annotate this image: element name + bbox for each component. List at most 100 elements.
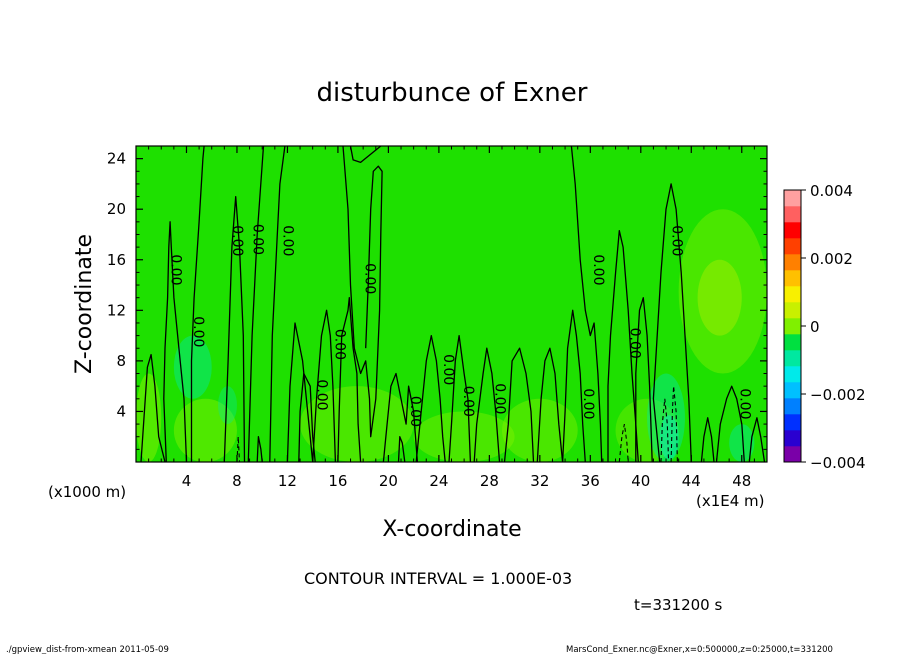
- field-patch: [647, 373, 685, 462]
- colorbar-swatch: [784, 222, 801, 239]
- contour-line: [382, 372, 419, 462]
- contour-line: [635, 297, 653, 462]
- contour-line: [163, 221, 188, 462]
- contour-line-negative: [618, 423, 629, 462]
- colorbar-swatch: [784, 302, 801, 319]
- colorbar-swatch: [784, 254, 801, 271]
- contour-line: [700, 417, 715, 462]
- contour-label: 0.00: [736, 388, 752, 419]
- colorbar-tick-label: 0: [810, 318, 820, 336]
- x-tick-label: 28: [480, 472, 499, 490]
- contour-line: [286, 322, 314, 462]
- contour-label: 0.00: [280, 225, 296, 256]
- contour-label: 0.00: [314, 379, 330, 410]
- contour-line: [223, 195, 246, 462]
- contour-line: [397, 436, 406, 462]
- y-tick-label: 8: [116, 352, 126, 370]
- colorbar-swatch: [784, 350, 801, 367]
- colorbar-swatch: [784, 190, 801, 207]
- plot-background: [136, 146, 767, 462]
- colorbar-swatch: [784, 270, 801, 287]
- field-patch: [659, 415, 679, 460]
- colorbar-tick-label: 0.004: [810, 182, 853, 200]
- contour-line: [349, 146, 382, 164]
- colorbar-swatch: [784, 206, 801, 223]
- contour-label: 0.00: [249, 224, 265, 255]
- field-patch: [729, 424, 755, 462]
- contour-line: [342, 146, 383, 438]
- x-tick-label: 8: [232, 472, 242, 490]
- contour-labels: 0.000.000.00 0.00 0.000.000.000.000.000.00…: [167, 224, 752, 427]
- field-patch: [218, 386, 237, 425]
- x-unit-label: (x1E4 m): [696, 492, 765, 510]
- colorbar-swatch: [784, 318, 801, 335]
- contour-label: 0.00: [190, 316, 206, 347]
- field-patch: [678, 209, 767, 374]
- y-axis: 4 8 12 16 20 24: [107, 150, 767, 450]
- contour-lines: [140, 146, 766, 462]
- contour-label: 0.00: [407, 396, 423, 427]
- field-patch: [413, 411, 515, 462]
- x-tick-label: 4: [182, 472, 192, 490]
- contour-label: 0.00: [580, 388, 596, 419]
- colorbar-swatch: [784, 286, 801, 303]
- contour-line: [337, 297, 362, 462]
- colorbar-swatch: [784, 238, 801, 255]
- plot-area: 0.000.000.00 0.00 0.000.000.000.000.000.00…: [136, 146, 767, 462]
- contour-line: [140, 353, 166, 462]
- footer-left: ./gpview_dist-from-xmean 2011-05-09: [6, 645, 169, 654]
- footer-right: MarsCond_Exner.nc@Exner,x=0:500000,z=0:2…: [566, 645, 833, 654]
- contour-line: [607, 230, 639, 462]
- contour-label: 0.00: [627, 328, 643, 359]
- colorbar-tick-label: 0.002: [810, 250, 853, 268]
- contour-label: 0.00: [229, 225, 245, 256]
- x-tick-label: 24: [429, 472, 448, 490]
- colorbar-swatch: [784, 414, 801, 431]
- x-axis-label: X-coordinate: [382, 517, 521, 542]
- contour-line: [269, 146, 286, 462]
- contour-line: [536, 347, 564, 462]
- y-tick-label: 20: [107, 200, 126, 218]
- x-tick-label: 12: [278, 472, 297, 490]
- field-patches: [136, 209, 767, 462]
- contour-line-negative: [660, 398, 670, 462]
- time-label: t=331200 s: [634, 596, 722, 614]
- colorbar-swatch: [784, 398, 801, 415]
- contour-line: [748, 417, 766, 462]
- field-patch: [615, 398, 679, 462]
- contour-line: [570, 146, 603, 462]
- colorbar-swatch: [784, 366, 801, 383]
- contour-label: 0.00: [167, 254, 183, 285]
- x-tick-label: 40: [631, 472, 650, 490]
- x-tick-label: 36: [581, 472, 600, 490]
- field-patch: [173, 335, 212, 399]
- y-axis-label: Z-coordinate: [72, 234, 97, 374]
- x-tick-label: 32: [530, 472, 549, 490]
- contour-label: 0.00: [460, 386, 476, 417]
- colorbar-swatch: [784, 430, 801, 447]
- colorbar-swatch: [784, 446, 801, 463]
- chart-title: disturbunce of Exner: [317, 78, 588, 108]
- x-tick-label: 20: [379, 472, 398, 490]
- contour-label: 0.00: [492, 383, 508, 414]
- contour-label: 0.00: [590, 254, 606, 285]
- contour-line: [298, 372, 316, 462]
- y-unit-label: (x1000 m): [48, 483, 126, 501]
- contour-label: 0.00: [668, 225, 684, 256]
- y-tick-label: 12: [107, 301, 126, 319]
- colorbar-swatch: [784, 382, 801, 399]
- x-tick-label: 48: [732, 472, 751, 490]
- contour-line: [190, 146, 205, 462]
- x-tick-label: 16: [328, 472, 347, 490]
- colorbar-swatch: [784, 334, 801, 351]
- contour-label: 0.00: [362, 263, 378, 294]
- contour-line: [503, 347, 535, 462]
- contour-line-negative: [236, 436, 241, 462]
- colorbar-tick-label: −0.004: [810, 454, 866, 472]
- y-tick-label: 24: [107, 150, 126, 168]
- field-patch: [697, 259, 742, 336]
- contour-line: [448, 334, 472, 462]
- contour-line: [473, 347, 501, 462]
